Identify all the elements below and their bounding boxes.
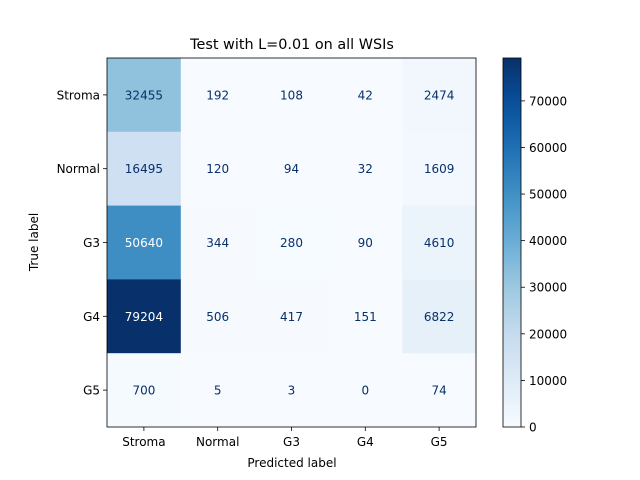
heatmap-cell xyxy=(180,131,256,207)
cell-value-label: 42 xyxy=(358,88,373,102)
cell-value-label: 16495 xyxy=(125,162,163,176)
colorbar-tick-label: 0 xyxy=(529,421,537,435)
x-axis: Stroma Normal G3 G4 G5 xyxy=(122,427,448,449)
heatmap-cell xyxy=(402,205,477,280)
heatmap-cell xyxy=(328,131,403,207)
heatmap-cell xyxy=(402,131,477,207)
colorbar-tick-label: 70000 xyxy=(529,94,567,108)
heatmap-cell xyxy=(328,353,403,428)
heatmap-cell xyxy=(107,131,182,207)
x-axis-label: Predicted label xyxy=(247,456,336,470)
colorbar-tick-label: 60000 xyxy=(529,141,567,155)
y-tick-label: Stroma xyxy=(57,88,100,102)
cell-value-label: 4610 xyxy=(424,236,455,250)
x-tick-label: Stroma xyxy=(122,435,165,449)
heatmap-cell xyxy=(254,131,329,207)
colorbar-tick-label: 40000 xyxy=(529,234,567,248)
heatmap-cell xyxy=(180,279,256,354)
heatmap-cells xyxy=(107,58,477,428)
colorbar-tick-label: 30000 xyxy=(529,281,567,295)
cell-value-label: 1609 xyxy=(424,162,455,176)
x-tick-label: G5 xyxy=(431,435,448,449)
cell-value-label: 6822 xyxy=(424,310,455,324)
y-axis-label: True label xyxy=(27,213,41,272)
colorbar-axis: 0 10000 20000 30000 40000 50000 60000 70000 xyxy=(521,94,567,435)
colorbar-tick-label: 50000 xyxy=(529,188,567,202)
x-tick-label: G3 xyxy=(283,435,300,449)
heatmap-cell xyxy=(402,279,477,354)
cell-value-label: 151 xyxy=(354,310,377,324)
cell-value-label: 90 xyxy=(358,236,373,250)
heatmap-cell xyxy=(107,353,182,428)
heatmap-cell xyxy=(254,353,329,428)
colorbar xyxy=(502,57,522,428)
colorbar-tick-label: 10000 xyxy=(529,374,567,388)
y-axis: Stroma Normal G3 G4 G5 xyxy=(57,88,107,398)
cell-value-label: 2474 xyxy=(424,88,455,102)
heatmap-cell xyxy=(328,58,403,133)
cell-value-label: 0 xyxy=(361,384,369,398)
heatmap-cell xyxy=(328,279,403,354)
cell-value-label: 5 xyxy=(214,384,222,398)
heatmap-cell xyxy=(107,279,182,354)
cell-value-label: 74 xyxy=(431,384,446,398)
cell-value-label: 108 xyxy=(280,88,303,102)
heatmap-cell xyxy=(402,353,477,428)
heatmap-cell xyxy=(180,353,256,428)
cell-value-label: 50640 xyxy=(125,236,163,250)
cell-value-label: 32455 xyxy=(125,88,163,102)
heatmap-cell xyxy=(402,58,477,133)
x-tick-label: Normal xyxy=(196,435,239,449)
cell-value-label: 192 xyxy=(206,88,229,102)
heatmap-cell xyxy=(107,58,182,133)
cell-value-label: 79204 xyxy=(125,310,163,324)
colorbar-tick-label: 20000 xyxy=(529,327,567,341)
heatmap-cell xyxy=(254,279,329,354)
heatmap-cell xyxy=(180,205,256,280)
cell-value-label: 417 xyxy=(280,310,303,324)
y-tick-label: Normal xyxy=(57,162,100,176)
heatmap-cell xyxy=(254,58,329,133)
heatmap-cell xyxy=(328,205,403,280)
cell-value-label: 344 xyxy=(206,236,229,250)
y-tick-label: G4 xyxy=(83,310,100,324)
cell-value-label: 32 xyxy=(358,162,373,176)
cell-value-label: 3 xyxy=(288,384,296,398)
heatmap-cell xyxy=(107,205,182,280)
chart-title: Test with L=0.01 on all WSIs xyxy=(189,37,394,53)
cell-value-label: 94 xyxy=(284,162,299,176)
cell-value-label: 700 xyxy=(132,384,155,398)
y-tick-label: G5 xyxy=(83,384,100,398)
heatmap-cell xyxy=(254,205,329,280)
heatmap-cell xyxy=(180,58,256,133)
y-tick-label: G3 xyxy=(83,236,100,250)
cell-value-label: 506 xyxy=(206,310,229,324)
x-tick-label: G4 xyxy=(357,435,374,449)
cell-value-label: 280 xyxy=(280,236,303,250)
cell-value-label: 120 xyxy=(206,162,229,176)
